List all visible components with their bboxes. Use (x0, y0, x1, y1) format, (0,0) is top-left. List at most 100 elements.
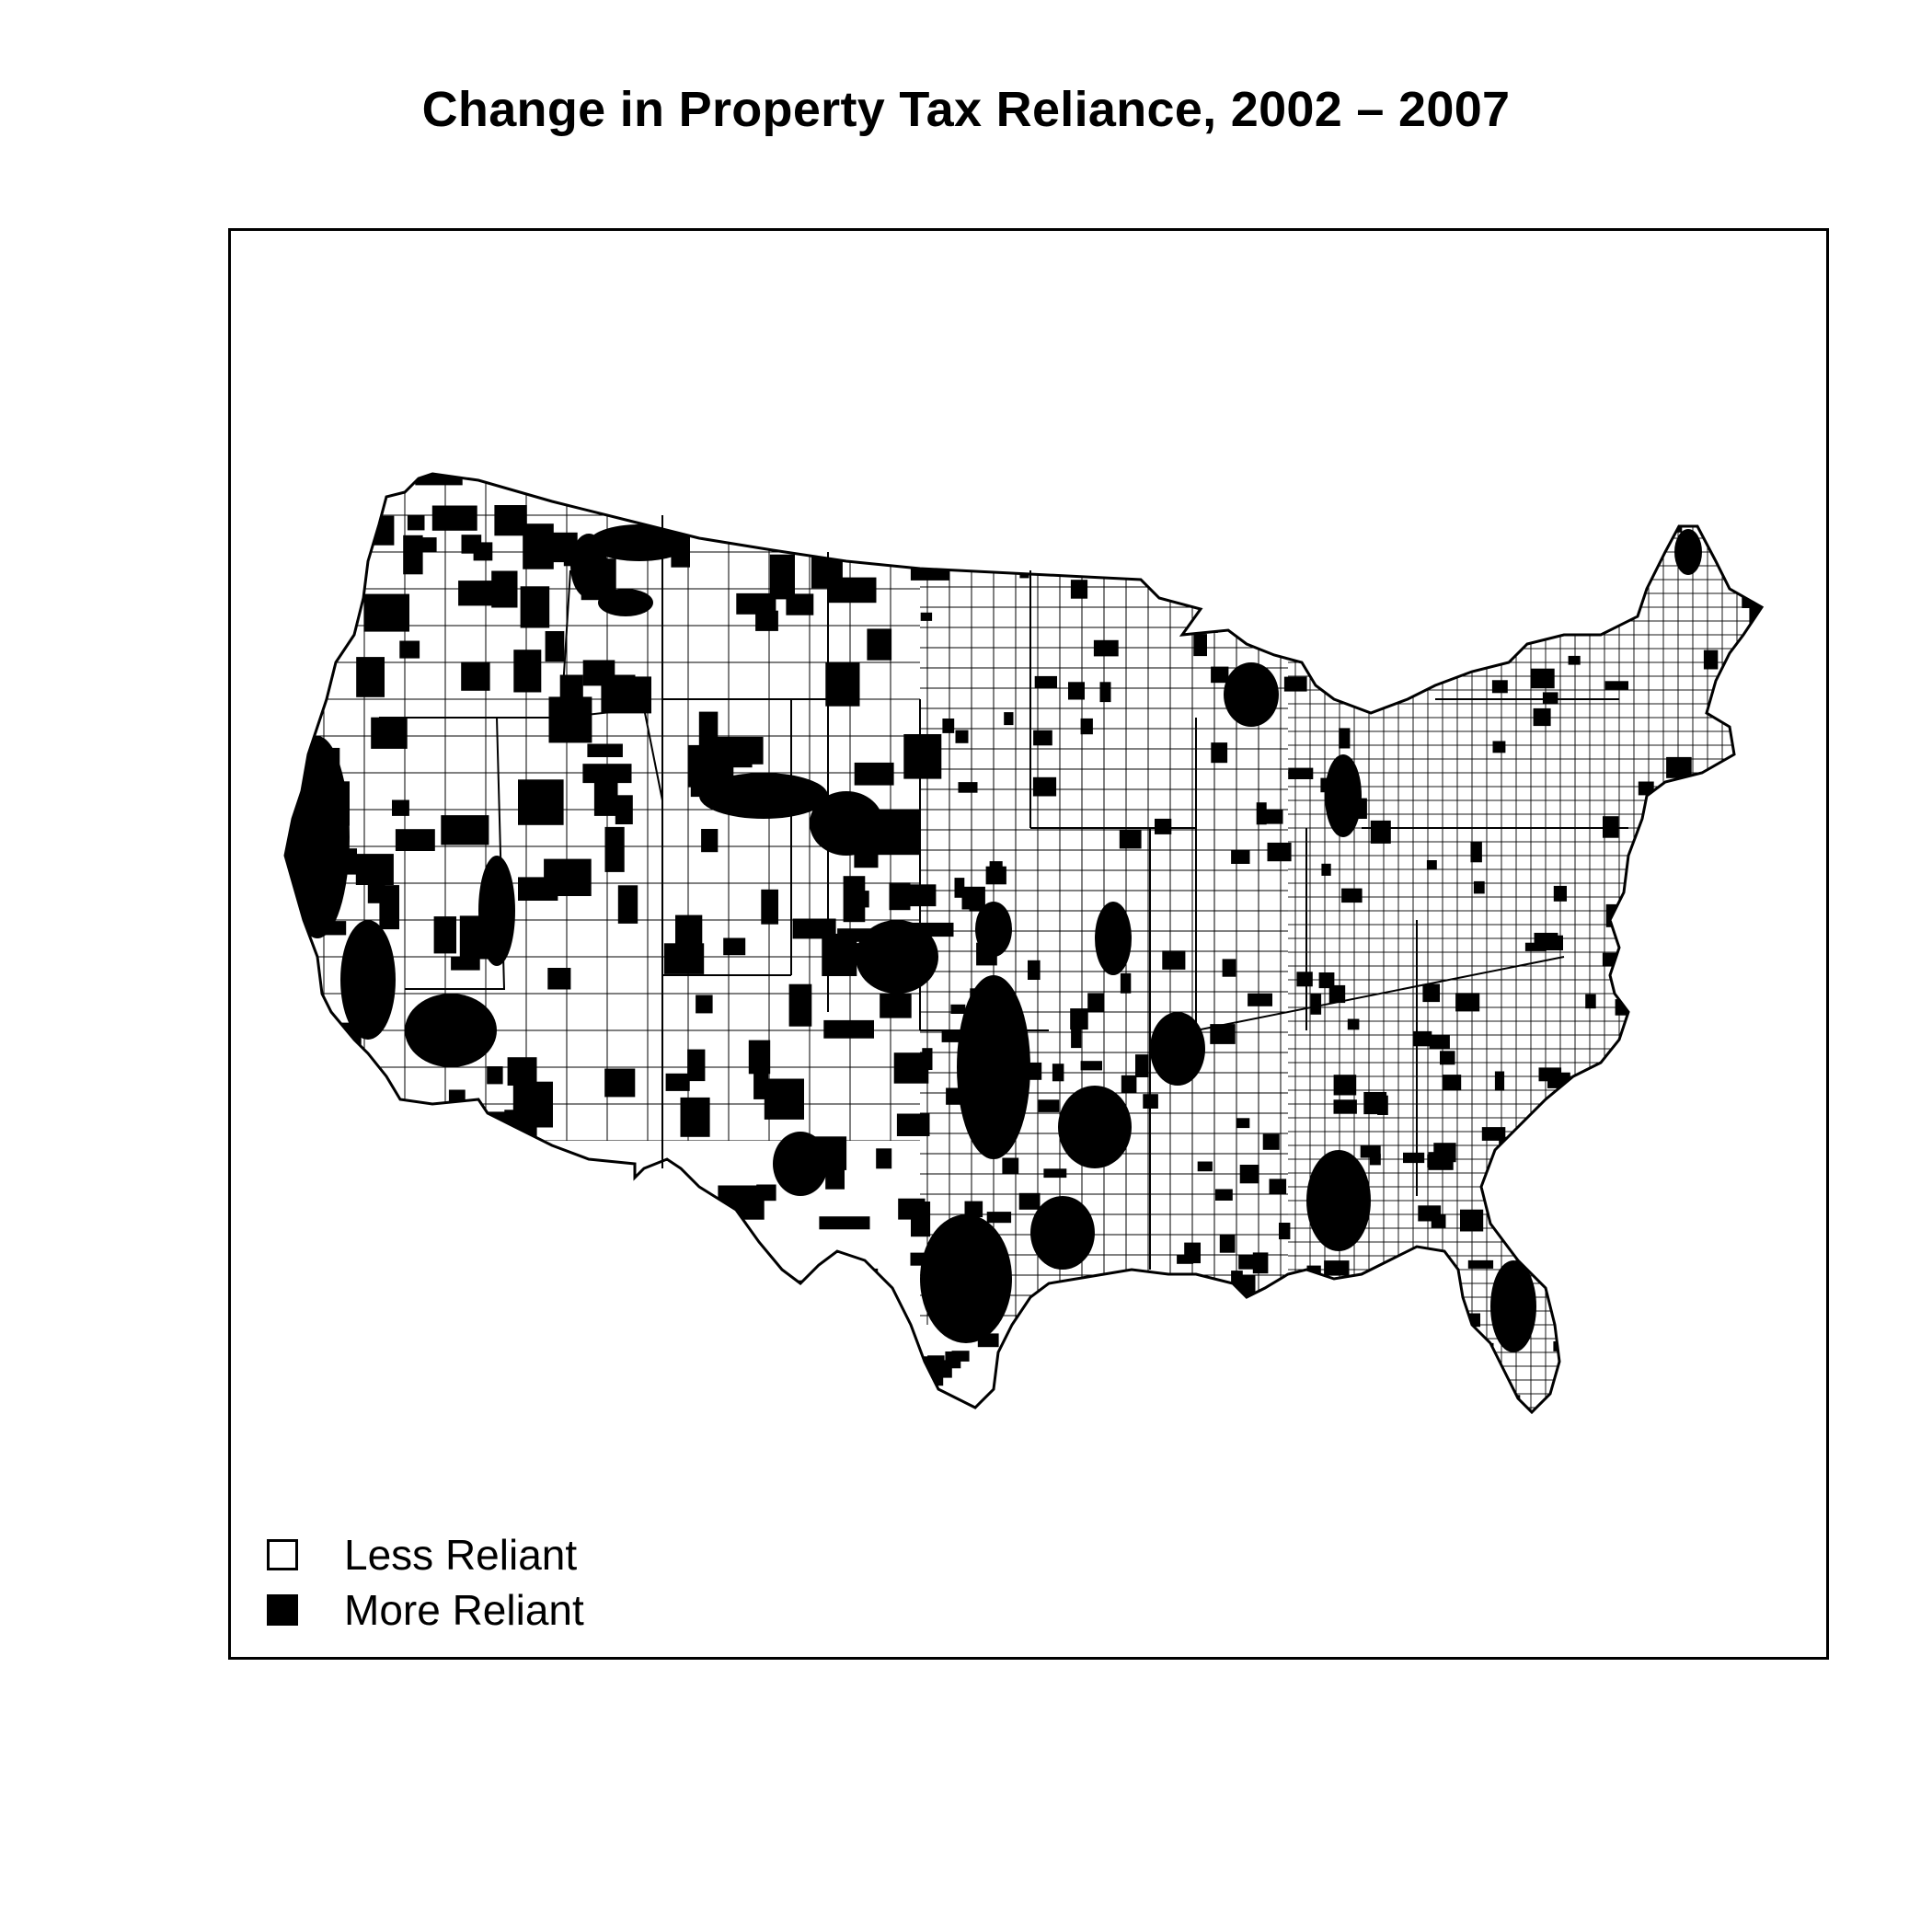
reliant-county (518, 779, 564, 825)
reliant-county (294, 1124, 338, 1141)
reliant-county (1403, 1152, 1425, 1164)
reliant-county (701, 829, 719, 853)
reliant-county (1355, 798, 1367, 819)
reliant-county (1176, 474, 1197, 493)
reliant-county (1184, 1036, 1202, 1052)
reliant-region (1306, 1150, 1371, 1251)
reliant-county (1432, 1279, 1457, 1296)
reliant-county (696, 995, 713, 1014)
reliant-county (922, 1048, 933, 1070)
reliant-county (1616, 1051, 1630, 1073)
reliant-county (604, 826, 625, 872)
reliant-county (1287, 569, 1311, 582)
reliant-county (309, 1258, 336, 1294)
reliant-county (1135, 474, 1148, 489)
reliant-county (494, 505, 527, 536)
reliant-county (1467, 1259, 1494, 1269)
reliant-county (1752, 1037, 1762, 1048)
reliant-county (880, 993, 912, 1018)
reliant-county (587, 743, 623, 757)
reliant-county (985, 866, 1006, 885)
reliant-county (1219, 1235, 1236, 1253)
reliant-county (1553, 1341, 1569, 1351)
reliant-county (1473, 880, 1485, 894)
reliant-county (356, 657, 385, 697)
reliant-county (584, 1388, 605, 1412)
reliant-county (787, 474, 803, 483)
reliant-county (1666, 756, 1692, 778)
reliant-county (1387, 1282, 1406, 1301)
reliant-county (1236, 1118, 1250, 1129)
reliant-county (976, 942, 997, 966)
reliant-county (1231, 849, 1250, 864)
reliant-county (300, 854, 319, 869)
reliant-county (441, 815, 489, 845)
reliant-county (941, 1029, 964, 1042)
reliant-county (1433, 1143, 1456, 1163)
reliant-county (896, 1113, 930, 1136)
reliant-county (473, 542, 493, 561)
reliant-county (986, 1212, 1012, 1224)
reliant-county (1035, 1345, 1059, 1359)
reliant-county (1026, 552, 1038, 565)
reliant-region (1490, 1260, 1536, 1352)
reliant-county (1777, 1068, 1794, 1081)
reliant-county (842, 490, 881, 521)
reliant-county (1070, 1008, 1088, 1030)
reliant-county (1543, 1408, 1558, 1412)
reliant-county (740, 1375, 760, 1408)
reliant-county (1032, 776, 1057, 797)
reliant-county (1491, 615, 1513, 630)
reliant-county (1418, 1205, 1442, 1222)
reliant-county (1334, 1378, 1358, 1395)
reliant-county (1487, 496, 1513, 507)
reliant-county (805, 1416, 825, 1455)
reliant-county (1742, 967, 1762, 983)
reliant-county (1080, 1061, 1102, 1071)
reliant-county (950, 1004, 966, 1014)
legend-item-more-reliant: More Reliant (267, 1582, 584, 1638)
reliant-county (1339, 728, 1351, 749)
reliant-county (852, 1292, 868, 1337)
reliant-county (1288, 767, 1314, 779)
reliant-county (1626, 978, 1646, 992)
reliant-county (571, 1328, 612, 1348)
reliant-county (591, 1395, 641, 1412)
reliant-county (970, 988, 990, 1010)
reliant-county (1197, 1161, 1213, 1172)
reliant-county (510, 1362, 557, 1399)
reliant-county (1534, 932, 1558, 946)
reliant-county (857, 1310, 899, 1345)
reliant-county (1093, 639, 1119, 657)
reliant-county (1004, 712, 1014, 726)
reliant-county (326, 1298, 375, 1334)
reliant-county (1528, 1225, 1550, 1240)
reliant-county (1603, 816, 1619, 838)
reliant-county (513, 650, 542, 693)
reliant-county (546, 1171, 567, 1202)
reliant-county (1593, 1399, 1619, 1412)
reliant-county (1426, 860, 1437, 870)
reliant-county (1333, 1099, 1357, 1114)
reliant-county (712, 1349, 734, 1372)
reliant-county (1499, 1136, 1520, 1154)
reliant-county (1496, 1421, 1515, 1439)
reliant-county (1086, 1318, 1103, 1341)
reliant-county (1627, 567, 1646, 584)
reliant-county (1467, 601, 1478, 619)
reliant-county (769, 554, 795, 600)
reliant-county (1038, 1099, 1060, 1112)
reliant-county (459, 1169, 492, 1200)
reliant-county (582, 660, 615, 686)
reliant-county (1043, 1168, 1067, 1179)
reliant-region (1325, 754, 1362, 837)
legend: Less Reliant More Reliant (267, 1527, 584, 1638)
reliant-county (671, 535, 690, 568)
reliant-county (876, 1148, 892, 1169)
reliant-county (1413, 1030, 1432, 1047)
reliant-county (1256, 802, 1267, 825)
reliant-county (1470, 841, 1482, 863)
reliant-county (796, 1136, 847, 1170)
reliant-county (395, 1125, 411, 1159)
reliant-region (1224, 662, 1279, 727)
